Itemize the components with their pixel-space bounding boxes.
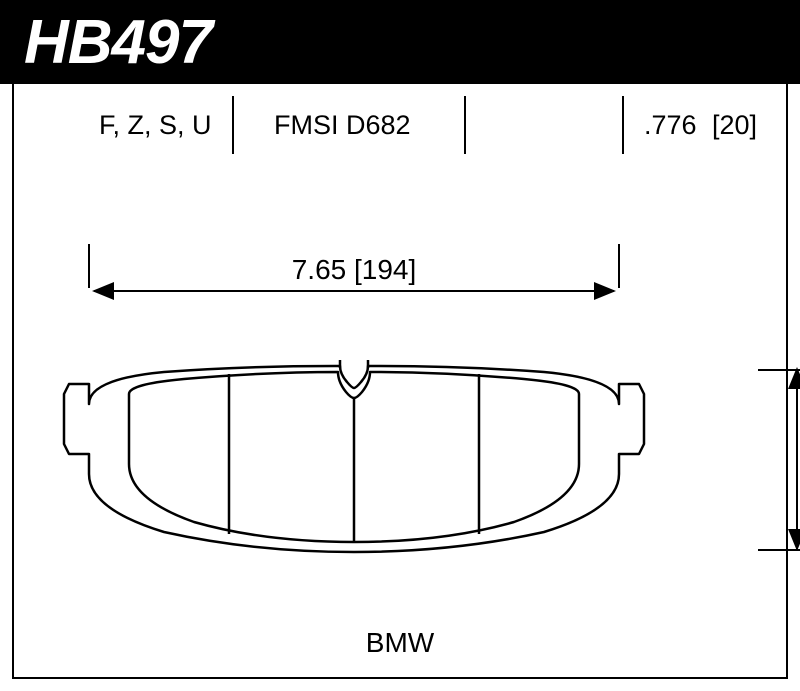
width-tick-right	[618, 244, 620, 288]
arrow-down-icon	[788, 529, 800, 551]
fmsi-text: FMSI D682	[274, 110, 411, 141]
header-bar: HB497	[0, 0, 800, 84]
thickness-mm-text: [20]	[712, 110, 757, 141]
width-label: 7.65 [194]	[94, 254, 614, 286]
application-label: BMW	[14, 627, 786, 659]
part-number: HB497	[24, 7, 212, 78]
width-tick-left	[88, 244, 90, 288]
arrow-right-icon	[594, 282, 616, 300]
brake-pad-drawing	[54, 354, 654, 559]
arrow-up-icon	[788, 367, 800, 389]
pad-svg	[54, 354, 654, 554]
divider-2	[464, 96, 466, 154]
content-frame: F, Z, S, U FMSI D682 .776 [20] 7.65 [194…	[12, 84, 788, 679]
compounds-text: F, Z, S, U	[99, 110, 212, 141]
height-arrow-line	[796, 369, 798, 549]
spec-row: F, Z, S, U FMSI D682 .776 [20]	[14, 96, 786, 166]
thickness-in-text: .776	[644, 110, 697, 141]
divider-1	[232, 96, 234, 154]
width-arrow-line	[94, 290, 614, 292]
divider-3	[622, 96, 624, 154]
arrow-left-icon	[92, 282, 114, 300]
